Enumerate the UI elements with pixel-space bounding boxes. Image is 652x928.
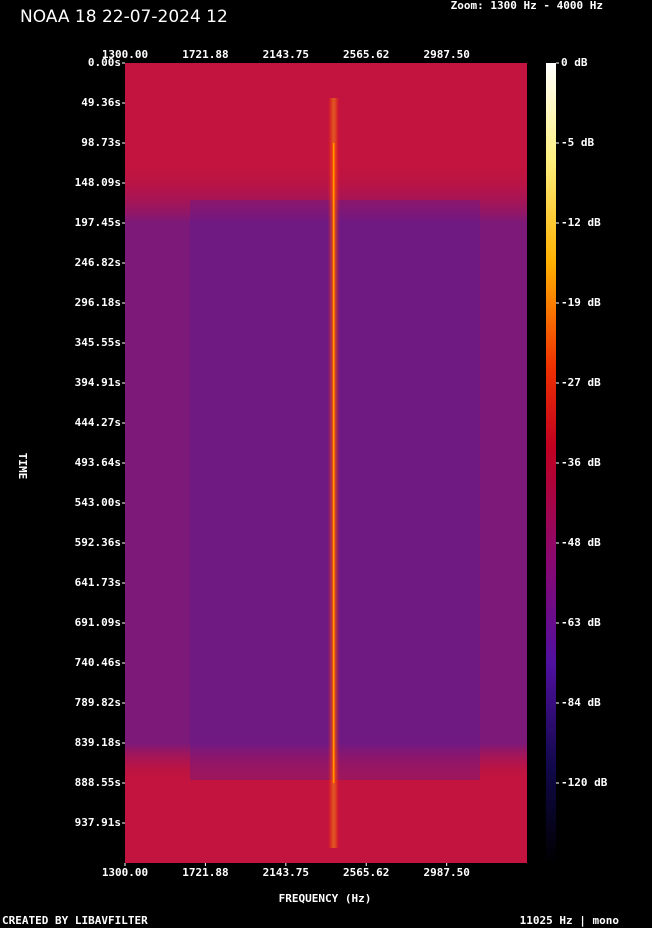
x-tick-label: 2565.62 (343, 866, 389, 879)
y-tick-label: 296.18s (75, 296, 121, 309)
labels: NOAA 18 22-07-2024 12 Zoom: 1300 Hz - 40… (2, 0, 619, 927)
zoom-label: Zoom: 1300 Hz - 4000 Hz (451, 0, 603, 12)
x-tick-label: 2987.50 (423, 48, 469, 61)
y-tick-label: 543.00s (75, 496, 121, 509)
x-tick-label: 2987.50 (423, 866, 469, 879)
y-tick-label: 0.00s (88, 56, 121, 69)
x-tick-label: 1721.88 (182, 48, 228, 61)
spectrogram-noise (125, 63, 527, 863)
footer-right: 11025 Hz | mono (520, 914, 620, 927)
y-tick-label: 49.36s (81, 96, 121, 109)
y-tick-label: 148.09s (75, 176, 121, 189)
y-tick-label: 197.45s (75, 216, 121, 229)
y-tick-label: 937.91s (75, 816, 121, 829)
y-tick-label: 839.18s (75, 736, 121, 749)
x-tick-label: 1300.00 (102, 48, 148, 61)
colorbar-tick-label: -36 dB (561, 456, 601, 469)
y-tick-label: 493.64s (75, 456, 121, 469)
footer-left: CREATED BY LIBAVFILTER (2, 914, 148, 927)
colorbar-tick-label: -27 dB (561, 376, 601, 389)
x-tick-label: 2565.62 (343, 48, 389, 61)
x-tick-label: 1300.00 (102, 866, 148, 879)
x-tick-label: 2143.75 (263, 866, 309, 879)
colorbar-tick-label: 0 dB (561, 56, 588, 69)
chart-title: NOAA 18 22-07-2024 12 (20, 7, 228, 27)
y-axis-label: TIME (16, 453, 29, 480)
y-tick-label: 345.55s (75, 336, 121, 349)
y-tick-label: 444.27s (75, 416, 121, 429)
colorbar-tick-label: -12 dB (561, 216, 601, 229)
y-tick-label: 246.82s (75, 256, 121, 269)
y-tick-label: 394.91s (75, 376, 121, 389)
colorbar-tick-label: -63 dB (561, 616, 601, 629)
y-tick-label: 592.36s (75, 536, 121, 549)
colorbar-tick-label: -19 dB (561, 296, 601, 309)
y-tick-label: 740.46s (75, 656, 121, 669)
colorbar-tick-label: -48 dB (561, 536, 601, 549)
colorbar-tick-label: -120 dB (561, 776, 608, 789)
colorbar (546, 63, 556, 863)
x-axis-label: FREQUENCY (Hz) (279, 892, 372, 905)
x-tick-label: 2143.75 (263, 48, 309, 61)
carrier-line (331, 143, 336, 784)
y-tick-label: 641.73s (75, 576, 121, 589)
colorbar-tick-label: -84 dB (561, 696, 601, 709)
y-tick-label: 888.55s (75, 776, 121, 789)
x-tick-label: 1721.88 (182, 866, 228, 879)
y-tick-label: 98.73s (81, 136, 121, 149)
colorbar-tick-label: -5 dB (561, 136, 594, 149)
y-tick-label: 789.82s (75, 696, 121, 709)
y-tick-label: 691.09s (75, 616, 121, 629)
